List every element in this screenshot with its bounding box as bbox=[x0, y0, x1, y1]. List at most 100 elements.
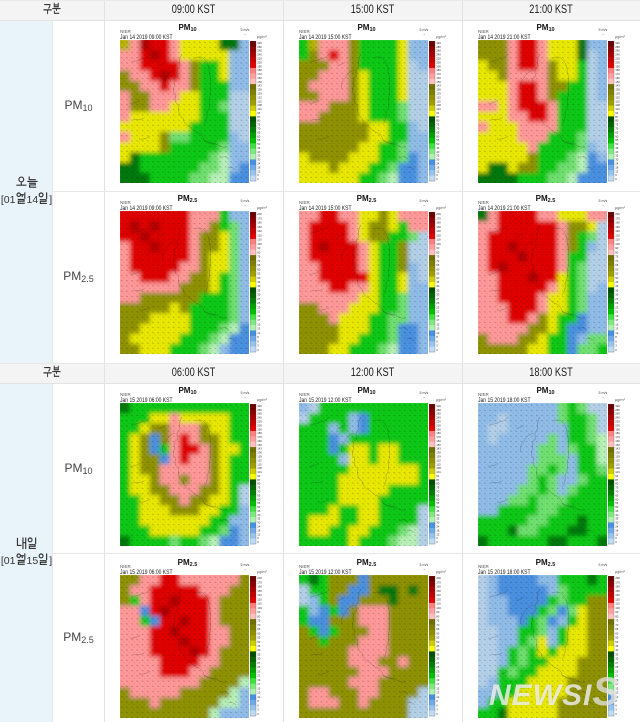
svg-text:0: 0 bbox=[615, 540, 617, 544]
svg-text:101: 101 bbox=[615, 107, 620, 111]
svg-text:220: 220 bbox=[436, 57, 441, 61]
svg-text:0: 0 bbox=[257, 712, 259, 716]
svg-text:12: 12 bbox=[436, 532, 440, 536]
svg-text:45: 45 bbox=[257, 280, 261, 284]
svg-text:115: 115 bbox=[615, 462, 620, 466]
svg-text:0: 0 bbox=[257, 540, 259, 544]
svg-text:150: 150 bbox=[436, 80, 441, 84]
svg-text:55: 55 bbox=[615, 501, 619, 505]
svg-text:190: 190 bbox=[615, 427, 620, 431]
svg-text:65: 65 bbox=[436, 263, 440, 267]
svg-text:25: 25 bbox=[615, 665, 619, 669]
svg-text:6: 6 bbox=[615, 536, 617, 540]
svg-text:15: 15 bbox=[257, 322, 261, 326]
svg-text:18: 18 bbox=[257, 528, 261, 532]
svg-text:140: 140 bbox=[257, 229, 262, 233]
svg-text:30: 30 bbox=[436, 158, 440, 162]
svg-text:12: 12 bbox=[257, 532, 261, 536]
svg-text:94: 94 bbox=[257, 111, 261, 115]
svg-text:190: 190 bbox=[436, 64, 441, 68]
svg-text:94: 94 bbox=[615, 474, 619, 478]
svg-text:24: 24 bbox=[615, 525, 619, 529]
svg-text:110: 110 bbox=[436, 602, 441, 606]
svg-text:40: 40 bbox=[436, 150, 440, 154]
svg-text:17: 17 bbox=[257, 318, 261, 322]
svg-text:140: 140 bbox=[436, 229, 441, 233]
svg-text:50: 50 bbox=[615, 276, 619, 280]
svg-text:240: 240 bbox=[615, 53, 620, 57]
svg-text:19: 19 bbox=[615, 678, 619, 682]
svg-text:50: 50 bbox=[257, 276, 261, 280]
svg-text:23: 23 bbox=[257, 669, 261, 673]
svg-text:80: 80 bbox=[615, 482, 619, 486]
svg-text:45: 45 bbox=[615, 644, 619, 648]
svg-text:240: 240 bbox=[257, 416, 262, 420]
svg-text:80: 80 bbox=[257, 250, 261, 254]
svg-text:60: 60 bbox=[436, 631, 440, 635]
svg-text:100: 100 bbox=[257, 606, 262, 610]
svg-text:25: 25 bbox=[257, 301, 261, 305]
svg-text:160: 160 bbox=[615, 221, 620, 225]
svg-text:6: 6 bbox=[436, 339, 438, 343]
svg-text:280: 280 bbox=[436, 408, 441, 412]
svg-text:18: 18 bbox=[615, 165, 619, 169]
svg-text:50: 50 bbox=[436, 505, 440, 509]
svg-text:12: 12 bbox=[257, 169, 261, 173]
svg-text:8: 8 bbox=[436, 699, 438, 703]
svg-text:21: 21 bbox=[615, 310, 619, 314]
svg-text:65: 65 bbox=[257, 627, 261, 631]
svg-text:320: 320 bbox=[436, 404, 441, 408]
svg-text:15: 15 bbox=[436, 686, 440, 690]
svg-text:200: 200 bbox=[615, 60, 620, 64]
svg-text:23: 23 bbox=[257, 305, 261, 309]
svg-text:65: 65 bbox=[257, 263, 261, 267]
svg-text:160: 160 bbox=[257, 221, 262, 225]
svg-text:24: 24 bbox=[436, 162, 440, 166]
svg-text:200: 200 bbox=[257, 212, 262, 216]
svg-text:260: 260 bbox=[257, 49, 262, 53]
svg-text:35: 35 bbox=[615, 154, 619, 158]
svg-text:40: 40 bbox=[257, 150, 261, 154]
svg-text:122: 122 bbox=[436, 95, 441, 99]
svg-text:100: 100 bbox=[436, 242, 441, 246]
svg-text:30: 30 bbox=[615, 293, 619, 297]
svg-text:60: 60 bbox=[436, 134, 440, 138]
svg-text:50: 50 bbox=[615, 640, 619, 644]
svg-text:120: 120 bbox=[257, 597, 262, 601]
svg-text:136: 136 bbox=[257, 451, 262, 455]
svg-text:40: 40 bbox=[436, 513, 440, 517]
svg-text:200: 200 bbox=[436, 576, 441, 580]
svg-text:15: 15 bbox=[436, 322, 440, 326]
svg-text:160: 160 bbox=[436, 221, 441, 225]
svg-text:160: 160 bbox=[615, 585, 620, 589]
svg-text:3: 3 bbox=[257, 708, 259, 712]
svg-text:80: 80 bbox=[257, 482, 261, 486]
svg-text:160: 160 bbox=[257, 585, 262, 589]
svg-text:50: 50 bbox=[436, 142, 440, 146]
svg-text:320: 320 bbox=[257, 41, 262, 45]
svg-text:30: 30 bbox=[257, 521, 261, 525]
svg-text:143: 143 bbox=[436, 447, 441, 451]
svg-text:12: 12 bbox=[615, 169, 619, 173]
svg-text:13: 13 bbox=[257, 327, 261, 331]
svg-text:25: 25 bbox=[615, 301, 619, 305]
svg-text:280: 280 bbox=[615, 408, 620, 412]
svg-text:30: 30 bbox=[436, 293, 440, 297]
svg-text:101: 101 bbox=[257, 107, 262, 111]
svg-text:160: 160 bbox=[615, 76, 620, 80]
svg-text:35: 35 bbox=[257, 154, 261, 158]
svg-text:150: 150 bbox=[615, 443, 620, 447]
svg-text:27: 27 bbox=[436, 661, 440, 665]
svg-text:13: 13 bbox=[615, 691, 619, 695]
svg-text:40: 40 bbox=[257, 513, 261, 517]
svg-text:170: 170 bbox=[257, 435, 262, 439]
svg-text:260: 260 bbox=[436, 412, 441, 416]
svg-text:70: 70 bbox=[257, 490, 261, 494]
svg-text:108: 108 bbox=[436, 103, 441, 107]
svg-text:136: 136 bbox=[615, 88, 620, 92]
svg-text:13: 13 bbox=[615, 327, 619, 331]
svg-text:55: 55 bbox=[436, 138, 440, 142]
svg-text:100: 100 bbox=[615, 242, 620, 246]
svg-text:87: 87 bbox=[257, 115, 261, 119]
svg-text:55: 55 bbox=[615, 138, 619, 142]
